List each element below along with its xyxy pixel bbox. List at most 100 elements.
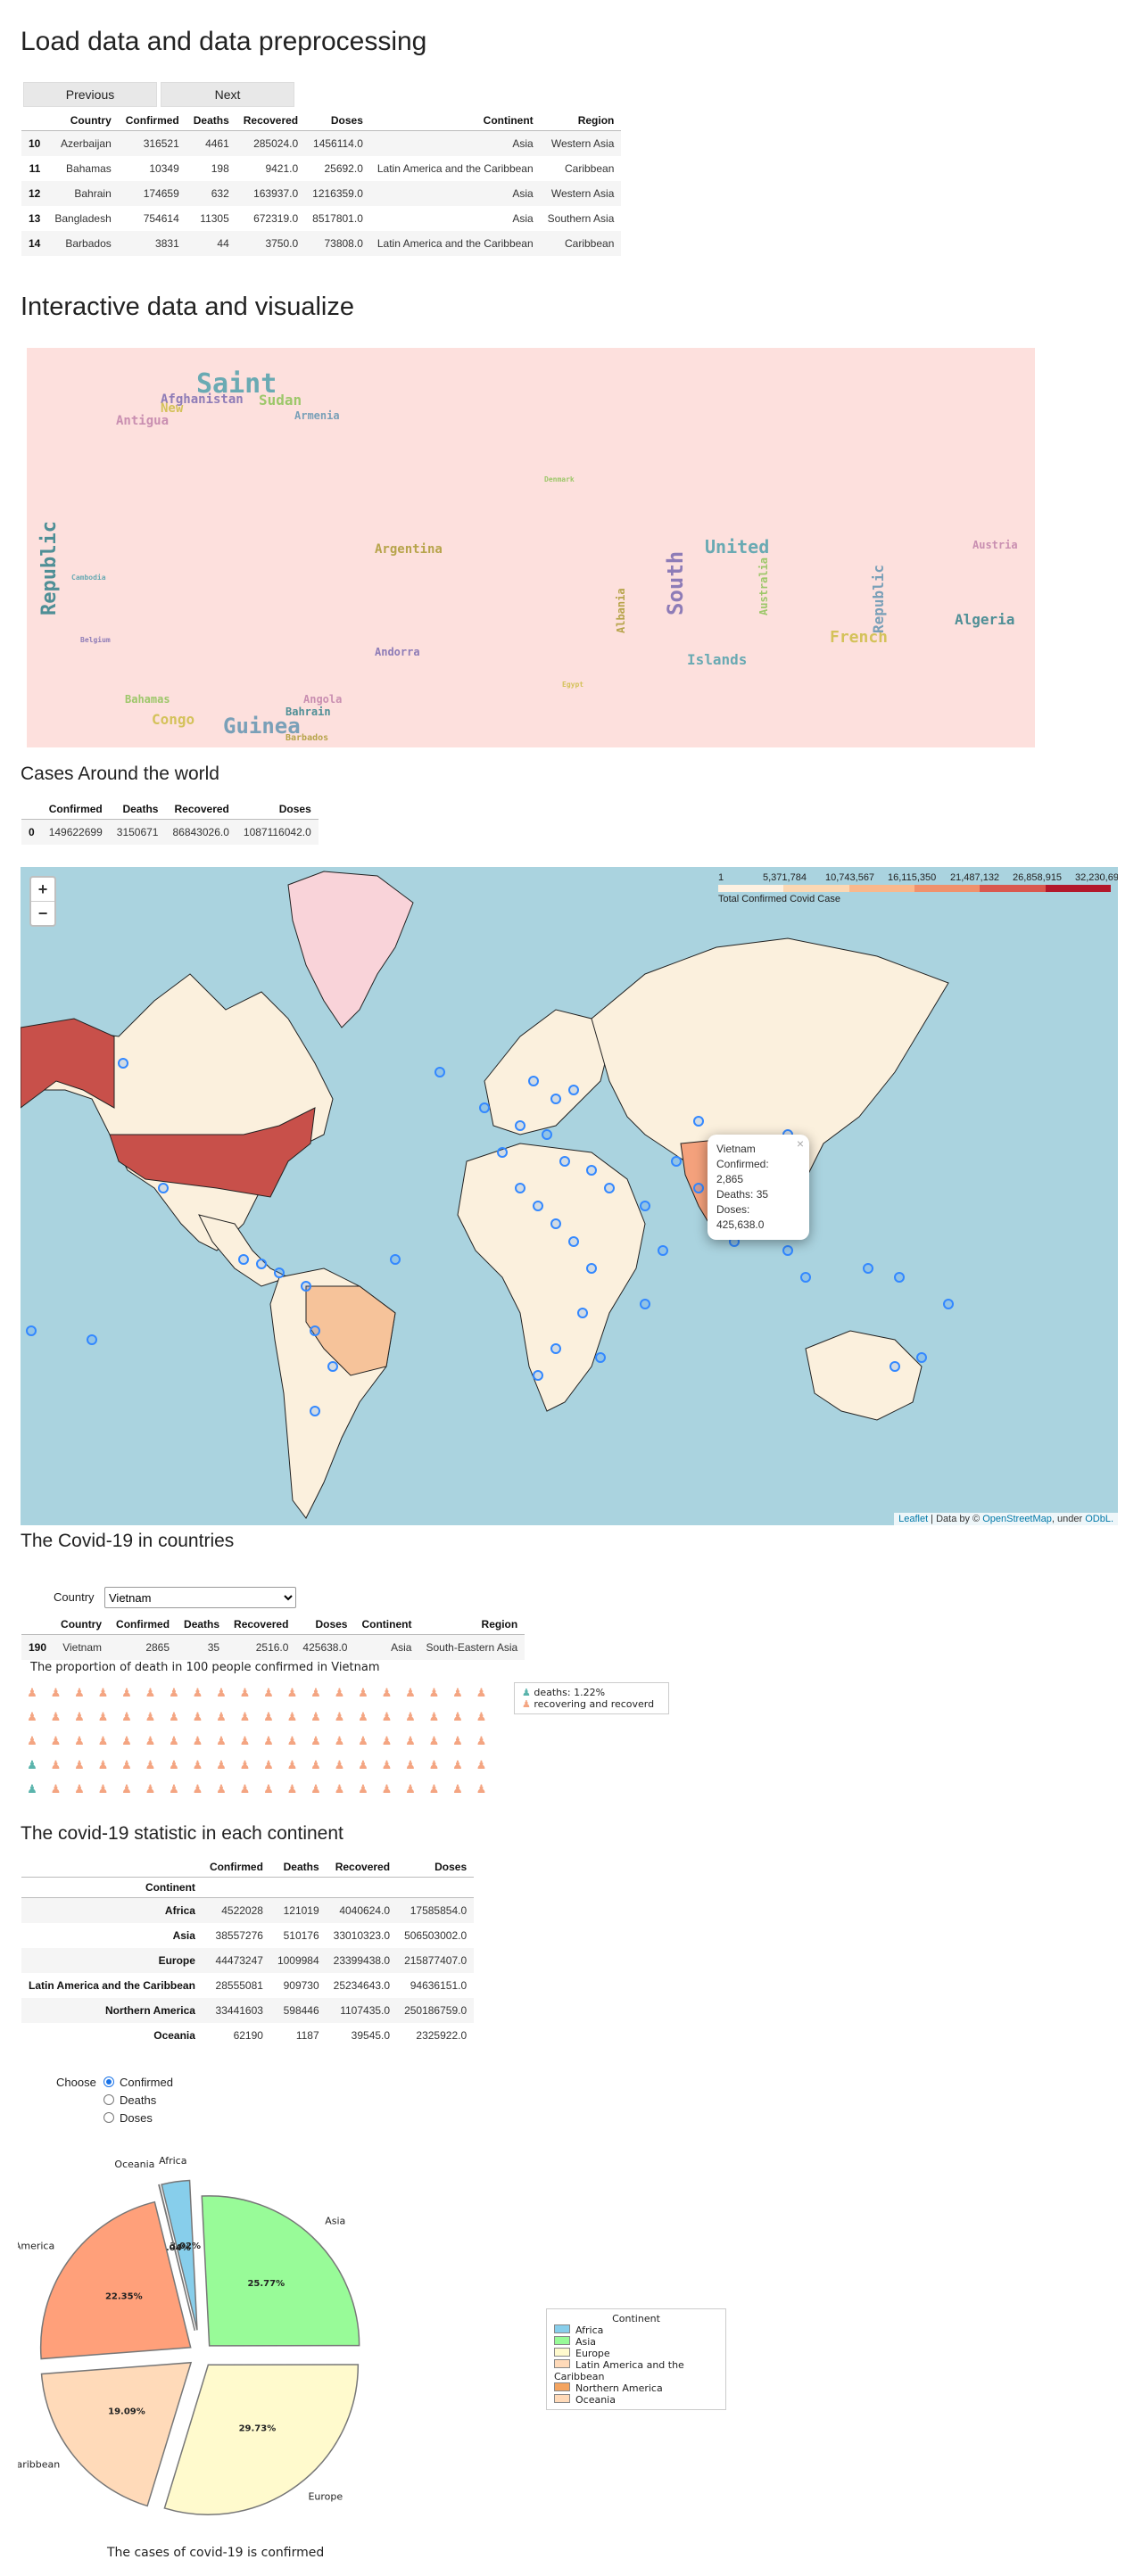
map-marker[interactable] [301,1281,311,1292]
radio-option-doses[interactable]: Doses [103,2111,153,2125]
map-marker[interactable] [550,1094,561,1104]
recovering-person-icon: ♟ [51,1710,62,1723]
legend-swatch [1045,885,1111,892]
map-marker[interactable] [640,1299,650,1309]
odbl-link[interactable]: ODbL. [1085,1514,1113,1524]
recovering-person-icon: ♟ [335,1734,345,1747]
recovering-person-icon: ♟ [121,1710,132,1723]
country-select[interactable]: Vietnam [104,1587,296,1608]
map-marker[interactable] [916,1352,927,1363]
recovering-person-icon: ♟ [74,1758,85,1771]
previous-button[interactable]: Previous [23,82,157,107]
table-row: 10 Azerbaijan 316521 4461 285024.0 1456114.0 A… [21,130,622,156]
osm-link[interactable]: OpenStreetMap [982,1514,1052,1524]
table-cell: 3750.0 [265,237,299,250]
radio-option-confirmed[interactable]: Confirmed [103,2076,173,2089]
map-marker[interactable] [310,1406,320,1416]
map-marker[interactable] [693,1116,704,1127]
popup-line: Deaths: 35 [716,1188,769,1201]
recovering-person-icon: ♟ [287,1782,298,1796]
map-marker[interactable] [327,1361,338,1372]
map-marker[interactable] [782,1245,793,1256]
map-marker[interactable] [671,1156,682,1167]
country-select-label: Country [54,1590,95,1604]
map-marker[interactable] [577,1308,588,1318]
radio-icon[interactable] [103,2112,114,2123]
zoom-out-button[interactable]: − [37,904,48,922]
table-row: Asia 38557276 510176 33010323.0 506503002.0 [21,1923,474,1948]
recovering-person-icon: ♟ [335,1710,345,1723]
map-marker[interactable] [568,1085,579,1095]
map-marker[interactable] [595,1352,606,1363]
table-cell: 9421.0 [265,162,299,175]
map-marker[interactable] [26,1325,37,1336]
radio-option-deaths[interactable]: Deaths [103,2093,156,2107]
legend-label: Africa [575,2324,604,2336]
waffle-title: The proportion of death in 100 people co… [30,1661,380,1674]
map-marker[interactable] [158,1183,169,1193]
popup-close-icon[interactable]: × [796,1136,804,1151]
map-marker[interactable] [559,1156,570,1167]
world-map[interactable]: + − 1 5,371,784 10,743,567 16,115,350 21,487… [21,867,1118,1525]
map-legend-title: Total Confirmed Covid Case [718,894,840,904]
table-cell: 250186759.0 [404,2004,468,2017]
table-cell: 4522028 [221,1904,263,1917]
recovering-person-icon: ♟ [193,1710,203,1723]
map-marker[interactable] [479,1102,490,1113]
legend-swatch [914,885,981,892]
waffle-legend: ♟ deaths: 1.22% ♟ recovering and recover… [514,1682,669,1714]
wordcloud-word: Egypt [562,681,583,689]
table-cell: 1107435.0 [340,2004,391,2017]
radio-icon[interactable] [103,2094,114,2105]
next-button[interactable]: Next [161,82,294,107]
radio-icon[interactable] [103,2076,114,2087]
map-marker[interactable] [604,1183,615,1193]
recovering-person-icon: ♟ [98,1758,109,1771]
map-marker[interactable] [863,1263,873,1274]
map-marker[interactable] [274,1267,285,1278]
recovering-person-icon: ♟ [358,1686,368,1699]
map-marker[interactable] [434,1067,445,1077]
recovering-person-icon: ♟ [429,1710,440,1723]
recovering-person-icon: ♟ [27,1734,37,1747]
death-person-icon: ♟ [27,1782,37,1796]
map-marker[interactable] [118,1058,128,1069]
recovering-person-icon: ♟ [335,1758,345,1771]
leaflet-link[interactable]: Leaflet [898,1514,929,1524]
map-marker[interactable] [515,1120,525,1131]
legend-swatch [848,885,914,892]
map-marker[interactable] [658,1245,668,1256]
map-marker[interactable] [943,1299,954,1309]
map-marker[interactable] [256,1259,267,1269]
legend-swatch [554,2348,570,2357]
map-marker[interactable] [310,1325,320,1336]
map-marker[interactable] [640,1201,650,1211]
map-marker[interactable] [238,1254,249,1265]
map-marker[interactable] [515,1183,525,1193]
table-cell: Asia [512,187,534,200]
column-header: Continent [369,111,541,131]
map-marker[interactable] [550,1343,561,1354]
recovering-person-icon: ♟ [121,1758,132,1771]
map-marker[interactable] [533,1370,543,1381]
map-marker[interactable] [693,1183,704,1193]
map-svg[interactable] [21,867,1118,1525]
map-marker[interactable] [586,1165,597,1176]
zoom-in-button[interactable]: + [31,878,54,902]
map-marker[interactable] [586,1263,597,1274]
map-marker[interactable] [550,1218,561,1229]
map-marker[interactable] [87,1334,97,1345]
map-marker[interactable] [497,1147,508,1158]
map-marker[interactable] [390,1254,401,1265]
map-marker[interactable] [568,1236,579,1247]
recovering-person-icon: ♟ [74,1782,85,1796]
map-marker[interactable] [800,1272,811,1283]
map-marker[interactable] [542,1129,552,1140]
map-marker[interactable] [528,1076,539,1086]
map-marker[interactable] [894,1272,905,1283]
map-marker[interactable] [890,1361,900,1372]
recovering-person-icon: ♟ [476,1734,487,1747]
recovering-person-icon: ♟ [335,1686,345,1699]
recovering-person-icon: ♟ [382,1710,393,1723]
map-marker[interactable] [533,1201,543,1211]
